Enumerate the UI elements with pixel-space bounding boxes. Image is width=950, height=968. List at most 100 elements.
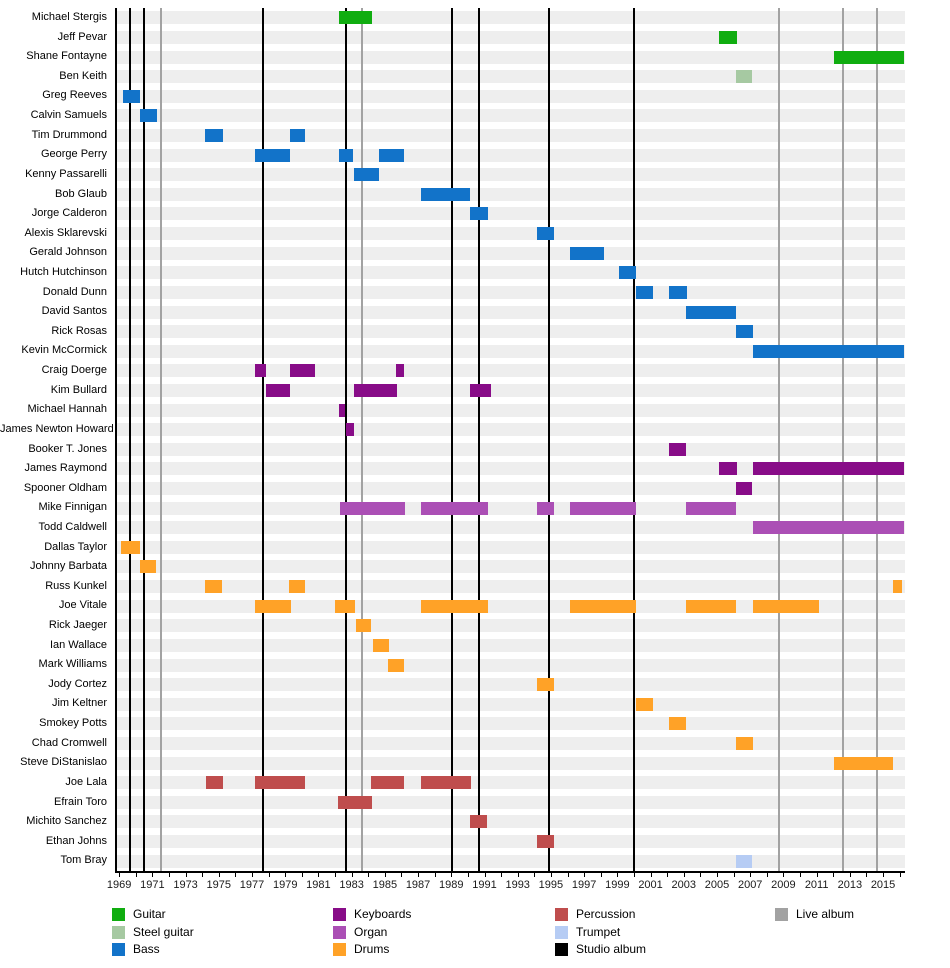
row-stripe (117, 148, 905, 162)
x-tick (351, 873, 353, 877)
timeline-bar-percussion (537, 835, 554, 849)
member-label: Michael Stergis (31, 11, 107, 23)
x-tick (717, 873, 718, 877)
x-tick (368, 873, 370, 877)
row-stripe (117, 325, 905, 339)
row-stripe (117, 30, 905, 44)
timeline-bar-bass (669, 285, 687, 299)
x-tick (451, 873, 453, 877)
row-stripe (117, 697, 905, 711)
member-label: Mark Williams (38, 658, 107, 671)
timeline-bar-bass (420, 187, 470, 201)
timeline-bar-guitar (338, 11, 372, 25)
timeline-bar-keyboards (353, 383, 397, 397)
x-tick-label: 2001 (638, 879, 663, 891)
member-label: Joe Lala (65, 775, 107, 788)
member-label: James Raymond (24, 462, 107, 475)
timeline-bar-keyboards (735, 482, 753, 496)
timeline-bar-drums (334, 599, 356, 613)
x-tick (152, 873, 154, 877)
row-stripe (117, 383, 905, 397)
row-stripe (117, 207, 905, 221)
row-stripe (117, 128, 905, 142)
timeline-bar-drums (387, 658, 405, 672)
timeline-bar-drums (121, 540, 141, 554)
x-tick (235, 873, 237, 877)
row-stripe (117, 815, 905, 829)
row-stripe (117, 266, 905, 280)
legend-label: Studio album (576, 942, 647, 956)
trumpet-swatch-icon (555, 926, 568, 939)
timeline-bar-bass (753, 344, 905, 358)
timeline-bar-bass (205, 128, 224, 142)
x-tick-label: 1975 (206, 879, 232, 891)
legend-label: Bass (133, 942, 160, 956)
studio-album-line (632, 8, 635, 871)
x-tick-label: 1973 (173, 879, 198, 891)
timeline-bar-bass (122, 89, 141, 103)
x-tick (849, 873, 851, 877)
timeline-bar-drums (635, 697, 654, 711)
x-tick (650, 873, 652, 877)
member-label: Russ Kunkel (45, 579, 107, 592)
x-tick (252, 873, 253, 877)
member-label: Calvin Samuels (30, 109, 107, 122)
timeline-bar-bass (635, 285, 654, 299)
row-stripe (117, 854, 905, 868)
x-tick (202, 873, 204, 877)
x-tick (418, 873, 420, 877)
timeline-bar-bass (254, 148, 290, 162)
live-album-line (875, 8, 878, 871)
row-stripe (117, 835, 905, 849)
row-stripe (117, 560, 905, 574)
row-stripe (117, 168, 905, 182)
timeline-bar-drums (420, 599, 489, 613)
timeline-bar-keyboards (753, 462, 905, 476)
row-stripe (117, 403, 905, 417)
x-tick-label: 1995 (538, 879, 564, 891)
timeline-bar-drums (892, 580, 902, 594)
timeline-bar-guitar (834, 50, 905, 64)
row-stripe (117, 658, 905, 672)
member-label: Greg Reeves (42, 89, 107, 102)
x-tick (816, 873, 818, 877)
member-label: Spooner Oldham (23, 481, 107, 494)
row-stripe (117, 70, 905, 84)
timeline-bar-drums (356, 619, 372, 633)
timeline-plot-area (115, 8, 905, 873)
legend-label: Percussion (576, 907, 636, 921)
guitar-swatch-icon (112, 908, 125, 921)
x-tick-label: 1991 (472, 879, 497, 891)
live-album-line (361, 8, 364, 871)
member-label: Jeff Pevar (57, 30, 107, 43)
x-tick-label: 2005 (704, 879, 730, 891)
organ-swatch-icon (333, 926, 346, 939)
timeline-bar-drums (140, 560, 156, 574)
x-tick (534, 873, 536, 877)
row-stripe (117, 344, 905, 358)
timeline-bar-organ (339, 501, 406, 515)
x-tick-label: 2007 (737, 879, 763, 891)
studio_album-swatch-icon (555, 943, 568, 956)
row-stripe (117, 521, 905, 535)
timeline-bar-drums (254, 599, 291, 613)
member-label: Michito Sanchez (26, 815, 107, 828)
row-stripe (117, 364, 905, 378)
timeline-bar-bass (569, 246, 604, 260)
member-name-column: Michael Stergis Jeff Pevar Shane Fontayne B… (0, 8, 114, 871)
timeline-bar-steel_guitar (735, 70, 753, 84)
member-label: Tim Drummond (31, 128, 107, 141)
timeline-bar-keyboards (265, 383, 290, 397)
timeline-bar-drums (735, 737, 754, 750)
x-tick (501, 873, 503, 877)
x-tick (384, 873, 386, 877)
x-tick (484, 873, 486, 877)
member-label: Rick Jaeger (48, 619, 107, 632)
member-label: Rick Rosas (51, 324, 107, 337)
x-tick (119, 873, 121, 877)
live-album-line (841, 8, 844, 871)
x-tick-label: 1993 (505, 879, 530, 891)
timeline-bar-drums (669, 717, 686, 731)
x-tick (600, 873, 602, 877)
live_album-swatch-icon (775, 908, 788, 921)
